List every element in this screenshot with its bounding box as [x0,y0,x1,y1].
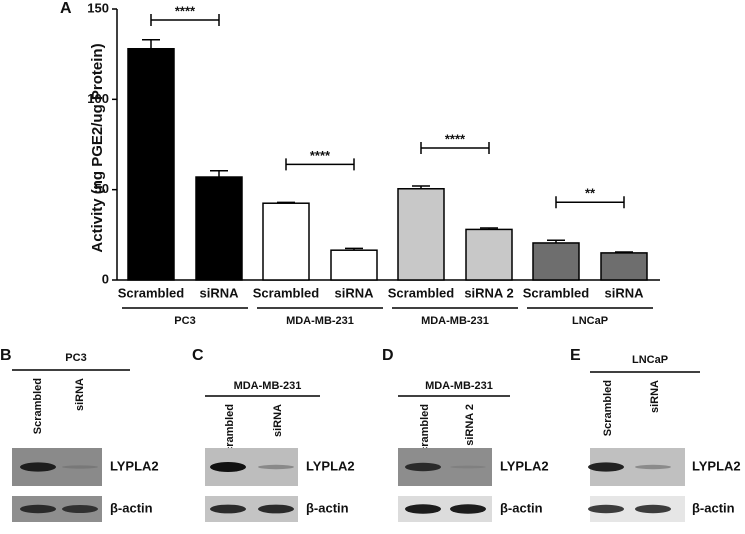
blot-band [20,462,56,472]
lane-label: siRNA [74,378,86,411]
group-label: LNCaP [572,315,608,327]
cell-line-label: LNCaP [632,354,668,366]
cell-line-label: PC3 [65,352,86,364]
blot-panel-label: D [382,347,394,364]
significance-bracket [150,14,220,26]
lane-label: siRNA 2 [464,404,476,446]
significance-bracket [285,158,355,171]
lane-label: Scrambled [602,380,614,436]
blot-panel-label: B [0,347,12,364]
significance-label: **** [310,148,331,163]
blot-band [405,462,441,472]
y-tick-label: 50 [95,181,109,196]
x-tick-label: Scrambled [523,285,590,300]
protein-label: β-actin [692,500,735,515]
blot-band [210,504,246,514]
x-tick-label: siRNA [334,285,374,300]
blot-band [62,465,98,469]
blot-band [450,504,486,514]
blot-band [588,504,624,514]
blot-band [210,462,246,472]
blot-band [450,465,486,469]
bar [465,228,513,281]
bar [600,252,648,281]
panel-label: A [60,0,72,17]
bar [532,242,580,281]
blot-band [62,505,98,513]
blot-band [635,504,671,514]
y-tick-label: 0 [102,271,109,286]
blot-band [20,504,56,514]
blot-band [588,462,624,472]
y-axis-label: Activity (ng PGE2/ug Protein) [89,43,106,252]
group-label: PC3 [174,315,195,327]
x-tick-label: siRNA [604,285,644,300]
x-tick-label: siRNA [199,285,239,300]
significance-bracket [420,142,490,155]
group-label: MDA-MB-231 [421,315,489,327]
protein-label: LYPLA2 [110,458,159,473]
x-tick-label: Scrambled [388,285,455,300]
protein-label: β-actin [110,500,153,515]
blot-band [405,504,441,514]
bar [195,176,243,281]
cell-line-label: MDA-MB-231 [234,380,302,392]
y-tick-label: 100 [87,91,109,106]
x-tick-label: Scrambled [253,285,320,300]
blot-band [258,464,294,470]
blot-band [258,504,294,514]
y-tick-label: 150 [87,0,109,15]
lane-label: Scrambled [419,404,431,460]
lane-label: siRNA [649,380,661,413]
significance-label: **** [175,3,196,18]
bar [127,47,175,281]
group-label: MDA-MB-231 [286,315,354,327]
blot-band [635,464,671,470]
blot-panel-label: C [192,347,204,364]
lane-label: Scrambled [224,404,236,460]
protein-label: LYPLA2 [500,458,549,473]
x-tick-label: Scrambled [118,285,185,300]
x-tick-label: siRNA 2 [464,285,513,300]
lane-label: Scrambled [32,378,44,434]
protein-label: β-actin [306,500,349,515]
bar [262,202,310,281]
significance-bracket [555,196,625,209]
significance-label: **** [445,131,466,146]
blot-panel-label: E [570,347,581,364]
significance-label: ** [585,186,596,201]
lane-label: siRNA [272,404,284,437]
protein-label: LYPLA2 [306,458,355,473]
protein-label: β-actin [500,500,543,515]
protein-label: LYPLA2 [692,458,741,473]
bar [330,249,378,281]
cell-line-label: MDA-MB-231 [425,380,493,392]
bar [397,188,445,281]
